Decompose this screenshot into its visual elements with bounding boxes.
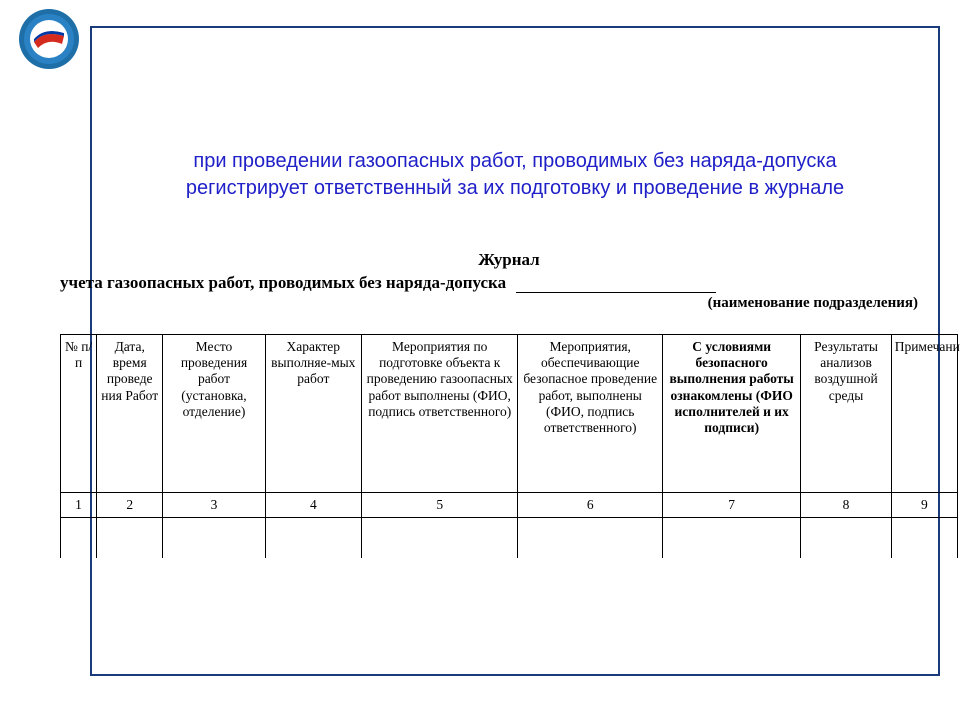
title-line-1: при проведении газоопасных работ, провод… (193, 150, 836, 172)
table-number-cell: 2 (97, 493, 163, 518)
table-empty-cell (891, 518, 957, 558)
table-number-cell: 6 (518, 493, 662, 518)
journal-title: Журнал (60, 250, 958, 270)
table-empty-cell (163, 518, 265, 558)
table-header-cell: № п/п (61, 335, 97, 493)
table-empty-cell (361, 518, 518, 558)
table-number-cell: 3 (163, 493, 265, 518)
logo (18, 8, 80, 75)
table-empty-cell (518, 518, 662, 558)
table-empty-cell (662, 518, 800, 558)
table-number-cell: 4 (265, 493, 361, 518)
table-header-cell: Мероприятия, обеспечивающие безопасное п… (518, 335, 662, 493)
table-header-cell: Мероприятия по подготовке объекта к пров… (361, 335, 518, 493)
main-title: при проведении газоопасных работ, провод… (92, 148, 938, 202)
table-header-cell: С условиями безопасного выполнения работ… (662, 335, 800, 493)
journal-subtitle-row: учета газоопасных работ, проводимых без … (60, 273, 958, 293)
table-number-cell: 9 (891, 493, 957, 518)
journal-block: Журнал учета газоопасных работ, проводим… (60, 250, 958, 558)
table-number-cell: 8 (801, 493, 891, 518)
table-header-cell: Характер выполняе-мых работ (265, 335, 361, 493)
journal-subtitle: учета газоопасных работ, проводимых без … (60, 273, 506, 292)
table-header-cell: Дата, время проведе ния Работ (97, 335, 163, 493)
journal-table: № п/пДата, время проведе ния РаботМесто … (60, 334, 958, 558)
table-empty-cell (265, 518, 361, 558)
table-number-cell: 5 (361, 493, 518, 518)
title-line-2: регистрирует ответственный за их подгото… (186, 177, 844, 199)
table-empty-cell (801, 518, 891, 558)
table-empty-cell (61, 518, 97, 558)
table-header-row: № п/пДата, время проведе ния РаботМесто … (61, 335, 958, 493)
table-number-cell: 7 (662, 493, 800, 518)
table-number-row: 123456789 (61, 493, 958, 518)
fill-line (516, 292, 716, 293)
table-empty-cell (97, 518, 163, 558)
journal-hint: (наименование подразделения) (60, 295, 958, 312)
table-header-cell: Результаты анализов воздушной среды (801, 335, 891, 493)
table-number-cell: 1 (61, 493, 97, 518)
table-header-cell: Примечание (891, 335, 957, 493)
table-header-cell: Место проведения работ (установка, отдел… (163, 335, 265, 493)
table-empty-row (61, 518, 958, 558)
